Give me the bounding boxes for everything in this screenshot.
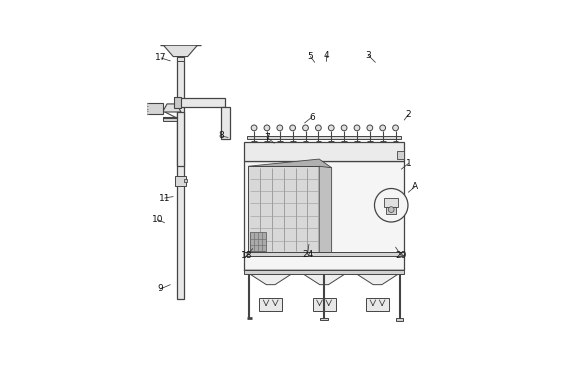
Bar (178, 48, 184, 299)
Circle shape (328, 125, 334, 131)
Circle shape (393, 125, 398, 131)
Bar (247, 136, 401, 139)
Bar (384, 198, 398, 207)
Bar (259, 298, 282, 310)
Text: 8: 8 (218, 132, 224, 141)
Bar (174, 97, 181, 108)
Text: 10: 10 (151, 215, 163, 224)
Bar (248, 166, 319, 253)
Bar (146, 103, 163, 114)
Text: 4: 4 (323, 51, 329, 60)
Bar (320, 318, 328, 320)
Text: 5: 5 (307, 52, 314, 61)
Circle shape (374, 189, 408, 222)
Bar (250, 232, 266, 252)
Bar (312, 298, 336, 310)
Polygon shape (298, 270, 351, 285)
Circle shape (277, 125, 283, 131)
Circle shape (315, 125, 321, 131)
Circle shape (354, 125, 360, 131)
Circle shape (380, 125, 386, 131)
Bar (184, 179, 187, 182)
Text: A: A (412, 182, 418, 191)
Circle shape (367, 125, 373, 131)
Bar (175, 176, 186, 186)
Text: 3: 3 (365, 51, 371, 60)
Polygon shape (161, 40, 200, 45)
Text: 1: 1 (406, 159, 411, 168)
Text: 24: 24 (302, 250, 313, 259)
Text: 29: 29 (395, 251, 407, 260)
Bar (397, 318, 403, 321)
Text: 9: 9 (158, 285, 163, 294)
Text: 2: 2 (406, 110, 411, 119)
Polygon shape (163, 45, 197, 57)
Circle shape (341, 125, 347, 131)
Bar (221, 107, 229, 139)
Polygon shape (163, 104, 181, 112)
Bar (175, 98, 225, 107)
Polygon shape (351, 270, 404, 285)
Circle shape (251, 125, 257, 131)
Text: 18: 18 (241, 251, 253, 260)
Polygon shape (248, 159, 332, 175)
Bar (244, 252, 404, 257)
Bar (177, 57, 184, 61)
Bar (386, 207, 397, 214)
Polygon shape (244, 270, 298, 285)
Polygon shape (319, 166, 332, 254)
Circle shape (389, 207, 394, 213)
Circle shape (264, 125, 270, 131)
Text: 7: 7 (264, 133, 270, 142)
Bar (366, 298, 389, 310)
Text: 11: 11 (159, 194, 170, 202)
Text: 6: 6 (309, 112, 315, 122)
Text: 17: 17 (155, 54, 167, 63)
Bar (178, 112, 184, 166)
Bar (163, 118, 179, 121)
Bar (397, 150, 404, 159)
Bar (244, 160, 404, 270)
Bar (244, 270, 404, 274)
Circle shape (303, 125, 308, 131)
Circle shape (290, 125, 295, 131)
Bar (244, 142, 404, 160)
